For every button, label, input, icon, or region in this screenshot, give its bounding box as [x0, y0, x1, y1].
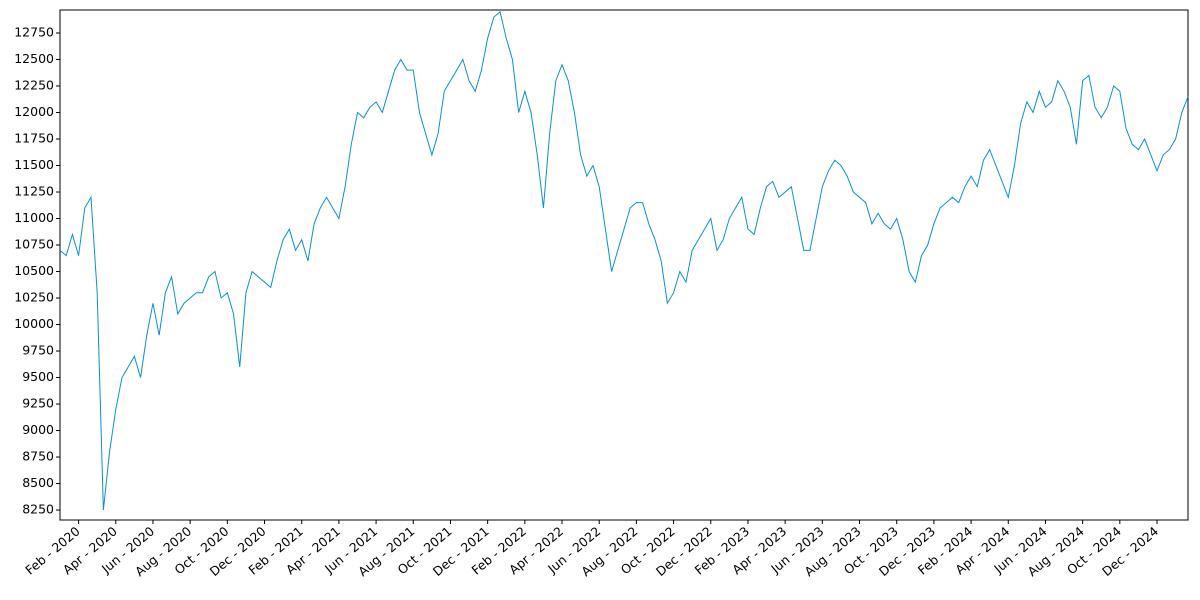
y-tick-label: 8750 — [22, 449, 54, 464]
y-tick-label: 10500 — [14, 263, 54, 278]
y-tick-label: 9250 — [22, 396, 54, 411]
y-tick-label: 12500 — [14, 51, 54, 66]
y-tick-label: 10250 — [14, 290, 54, 305]
y-tick-label: 10000 — [14, 316, 54, 331]
y-tick-label: 11500 — [14, 157, 54, 172]
y-tick-label: 11750 — [14, 131, 54, 146]
y-tick-label: 10750 — [14, 237, 54, 252]
y-tick-label: 9500 — [22, 369, 54, 384]
y-tick-label: 8500 — [22, 475, 54, 490]
y-tick-label: 12000 — [14, 104, 54, 119]
y-tick-label: 9000 — [22, 422, 54, 437]
y-tick-label: 11250 — [14, 184, 54, 199]
y-tick-label: 9750 — [22, 343, 54, 358]
y-tick-label: 8250 — [22, 502, 54, 517]
y-tick-label: 11000 — [14, 210, 54, 225]
plot-frame — [59, 9, 1189, 521]
y-tick-label: 12750 — [14, 25, 54, 40]
data-line — [59, 10, 1189, 511]
y-tick-label: 12250 — [14, 78, 54, 93]
